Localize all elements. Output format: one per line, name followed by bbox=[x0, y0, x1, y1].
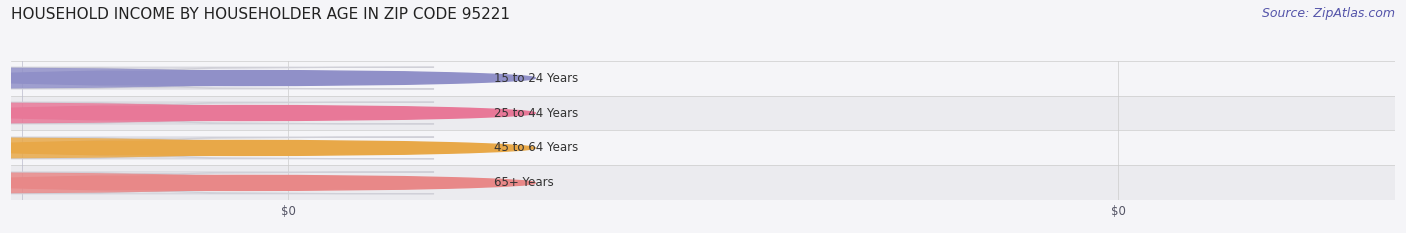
Text: 25 to 44 Years: 25 to 44 Years bbox=[494, 106, 578, 120]
FancyBboxPatch shape bbox=[11, 61, 1395, 96]
Text: HOUSEHOLD INCOME BY HOUSEHOLDER AGE IN ZIP CODE 95221: HOUSEHOLD INCOME BY HOUSEHOLDER AGE IN Z… bbox=[11, 7, 510, 22]
FancyBboxPatch shape bbox=[0, 137, 288, 159]
FancyBboxPatch shape bbox=[0, 102, 288, 124]
Text: 65+ Years: 65+ Years bbox=[494, 176, 554, 189]
Text: 15 to 24 Years: 15 to 24 Years bbox=[494, 72, 578, 85]
FancyBboxPatch shape bbox=[0, 172, 288, 194]
FancyBboxPatch shape bbox=[0, 102, 434, 124]
FancyBboxPatch shape bbox=[0, 137, 434, 159]
Circle shape bbox=[0, 140, 536, 155]
FancyBboxPatch shape bbox=[11, 130, 1395, 165]
Text: 45 to 64 Years: 45 to 64 Years bbox=[494, 141, 578, 154]
FancyBboxPatch shape bbox=[0, 67, 288, 89]
FancyBboxPatch shape bbox=[0, 172, 434, 194]
Circle shape bbox=[0, 71, 536, 86]
Circle shape bbox=[0, 106, 536, 120]
Text: Source: ZipAtlas.com: Source: ZipAtlas.com bbox=[1261, 7, 1395, 20]
Circle shape bbox=[0, 175, 536, 190]
FancyBboxPatch shape bbox=[0, 67, 434, 89]
FancyBboxPatch shape bbox=[11, 165, 1395, 200]
FancyBboxPatch shape bbox=[11, 96, 1395, 130]
